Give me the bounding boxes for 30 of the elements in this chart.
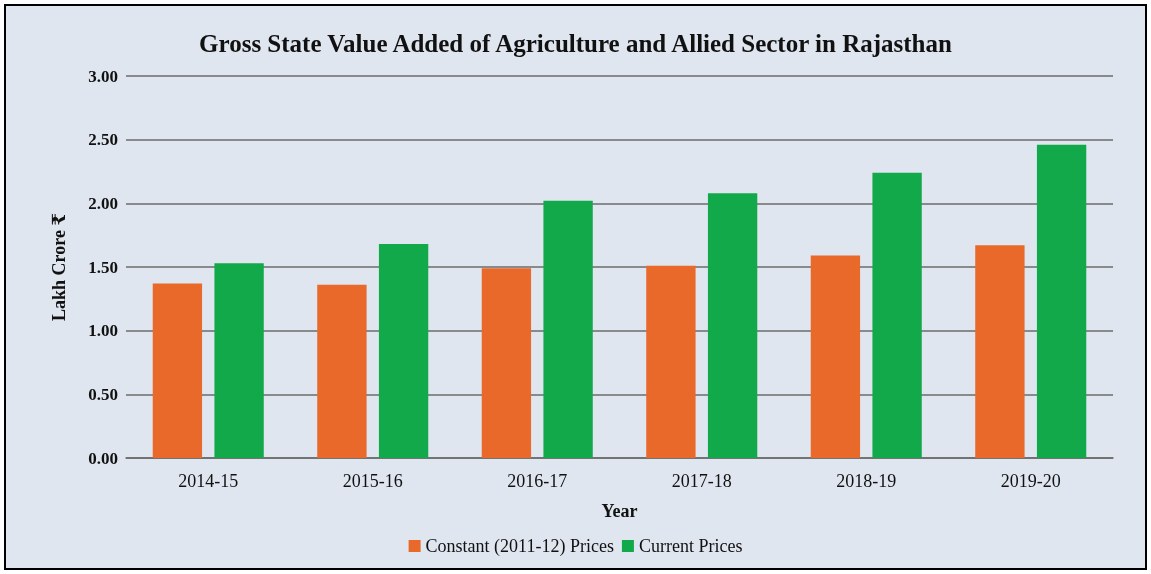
bar <box>1036 144 1087 458</box>
bar <box>317 284 367 458</box>
y-tick-label: 0.50 <box>88 384 118 404</box>
y-tick-label: 1.50 <box>88 257 118 277</box>
x-tick-label: 2014-15 <box>178 471 239 491</box>
y-tick-label: 1.00 <box>88 321 118 341</box>
bar <box>481 268 532 458</box>
y-tick-label: 0.00 <box>88 448 118 468</box>
bar <box>378 244 429 458</box>
x-axis-title: Year <box>601 501 638 521</box>
bar <box>810 255 861 458</box>
y-tick-label: 2.50 <box>88 130 118 150</box>
y-tick-label: 2.00 <box>88 193 118 213</box>
legend-label: Constant (2011-12) Prices <box>425 536 614 557</box>
y-tick-label: 3.00 <box>88 66 118 86</box>
x-tick-label: 2019-20 <box>1000 471 1061 491</box>
y-axis-title: Lakh Crore ₹ <box>49 213 69 321</box>
bar <box>707 193 758 458</box>
bar <box>975 245 1025 458</box>
x-tick-label: 2016-17 <box>507 471 568 491</box>
bar <box>214 263 264 458</box>
bar <box>152 283 203 458</box>
bar <box>646 265 696 458</box>
x-tick-label: 2018-19 <box>836 471 897 491</box>
chart-title: Gross State Value Added of Agriculture and Allied Sector in Rajasthan <box>199 30 953 57</box>
x-tick-label: 2017-18 <box>671 471 732 491</box>
legend-label: Current Prices <box>638 536 743 556</box>
bar <box>872 172 922 458</box>
x-tick-label: 2015-16 <box>342 471 403 491</box>
bar <box>543 200 593 458</box>
